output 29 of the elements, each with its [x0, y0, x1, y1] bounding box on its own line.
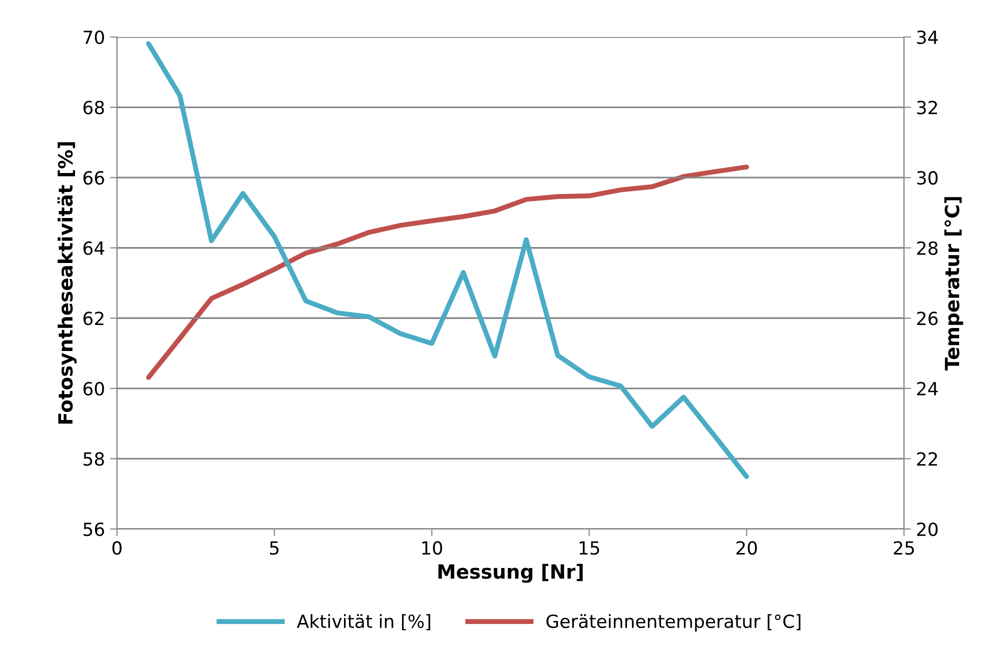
y2-tick-label: 30	[917, 171, 938, 185]
y2-tick-label: 20	[917, 522, 938, 536]
x-tick-label: 20	[736, 541, 757, 555]
y2-tick-label: 34	[917, 30, 938, 44]
x-axis-title: Messung [Nr]	[438, 564, 583, 583]
y-tick-label: 68	[83, 100, 104, 114]
y2-axis-title: Temperatur [°C]	[944, 197, 964, 371]
y2-tick-label: 32	[917, 100, 937, 114]
y-tick-label: 62	[83, 312, 104, 326]
line-series	[146, 164, 750, 380]
y-tick-label: 64	[83, 241, 104, 255]
x-tick-label: 15	[580, 541, 600, 555]
line-series	[146, 41, 750, 480]
legend-label: Aktivität in [%]	[296, 614, 430, 630]
y-tick-label: 56	[84, 522, 104, 536]
x-tick-label: 25	[894, 541, 914, 555]
y-tick-label: 60	[83, 382, 104, 396]
y-axis-title: Fotosyntheseaktivität [%]	[57, 142, 77, 424]
y-tick-label: 58	[84, 452, 104, 466]
y2-tick-label: 24	[917, 382, 938, 396]
y2-tick-label: 22	[917, 452, 937, 466]
y-tick-label: 66	[83, 171, 104, 185]
x-tick-label: 10	[422, 541, 442, 555]
x-tick-label: 5	[270, 541, 279, 555]
x-tick-label: 0	[112, 541, 122, 555]
legend-label: Geräteinnentemperatur [°C]	[546, 614, 800, 632]
y-tick-label: 70	[84, 30, 104, 44]
y2-tick-label: 28	[917, 241, 938, 255]
y2-tick-label: 26	[917, 312, 938, 326]
